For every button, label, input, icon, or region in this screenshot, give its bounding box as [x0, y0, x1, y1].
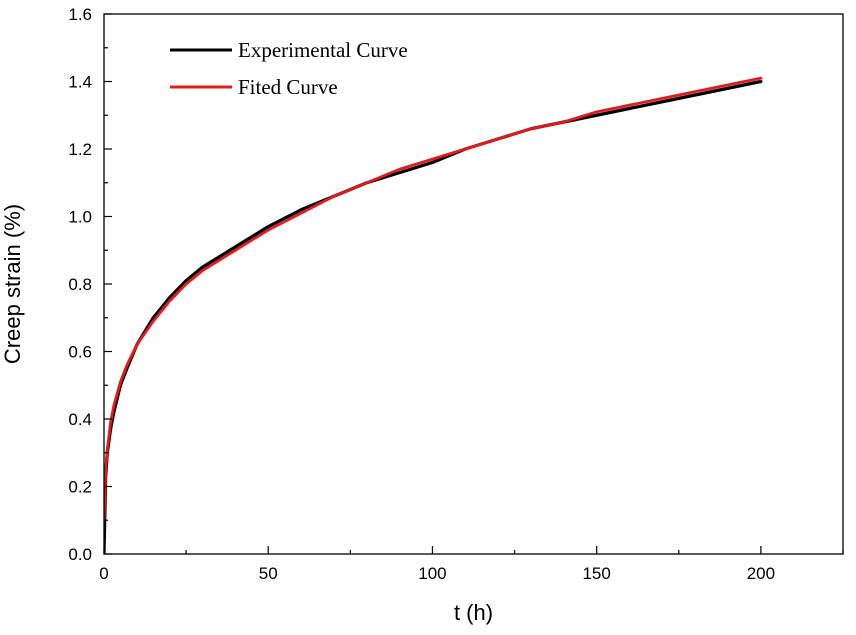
- y-tick-label: 0.4: [68, 410, 92, 429]
- x-tick-label: 200: [747, 564, 775, 583]
- series-line-experimental: [104, 79, 763, 554]
- series-layer: [104, 76, 763, 554]
- y-tick-label: 1.6: [68, 5, 92, 24]
- y-tick-label: 1.2: [68, 140, 92, 159]
- y-tick-label: 1.0: [68, 208, 92, 227]
- plot-frame: [103, 13, 844, 555]
- x-tick-label: 100: [418, 564, 446, 583]
- y-tick-label: 0.0: [68, 545, 92, 564]
- legend-label-experimental: Experimental Curve: [238, 38, 408, 62]
- y-tick-label: 0.2: [68, 478, 92, 497]
- x-tick-label: 50: [259, 564, 278, 583]
- legend: Experimental Curve Fited Curve: [170, 38, 408, 99]
- y-axis-title: Creep strain (%): [0, 204, 25, 364]
- series-line-fitted: [104, 76, 763, 522]
- tick-labels-layer: 0 50 100 150 200 0.0 0.2 0.4 0.6 0.8 1.0 1.2 1.4 1.6: [68, 5, 775, 583]
- legend-label-fitted: Fited Curve: [238, 75, 338, 99]
- x-axis-title: t (h): [454, 600, 493, 625]
- y-tick-label: 1.4: [68, 73, 92, 92]
- y-tick-label: 0.8: [68, 275, 92, 294]
- y-tick-label: 0.6: [68, 343, 92, 362]
- ticks-layer: [103, 13, 844, 555]
- x-tick-label: 0: [99, 564, 108, 583]
- x-tick-label: 150: [582, 564, 610, 583]
